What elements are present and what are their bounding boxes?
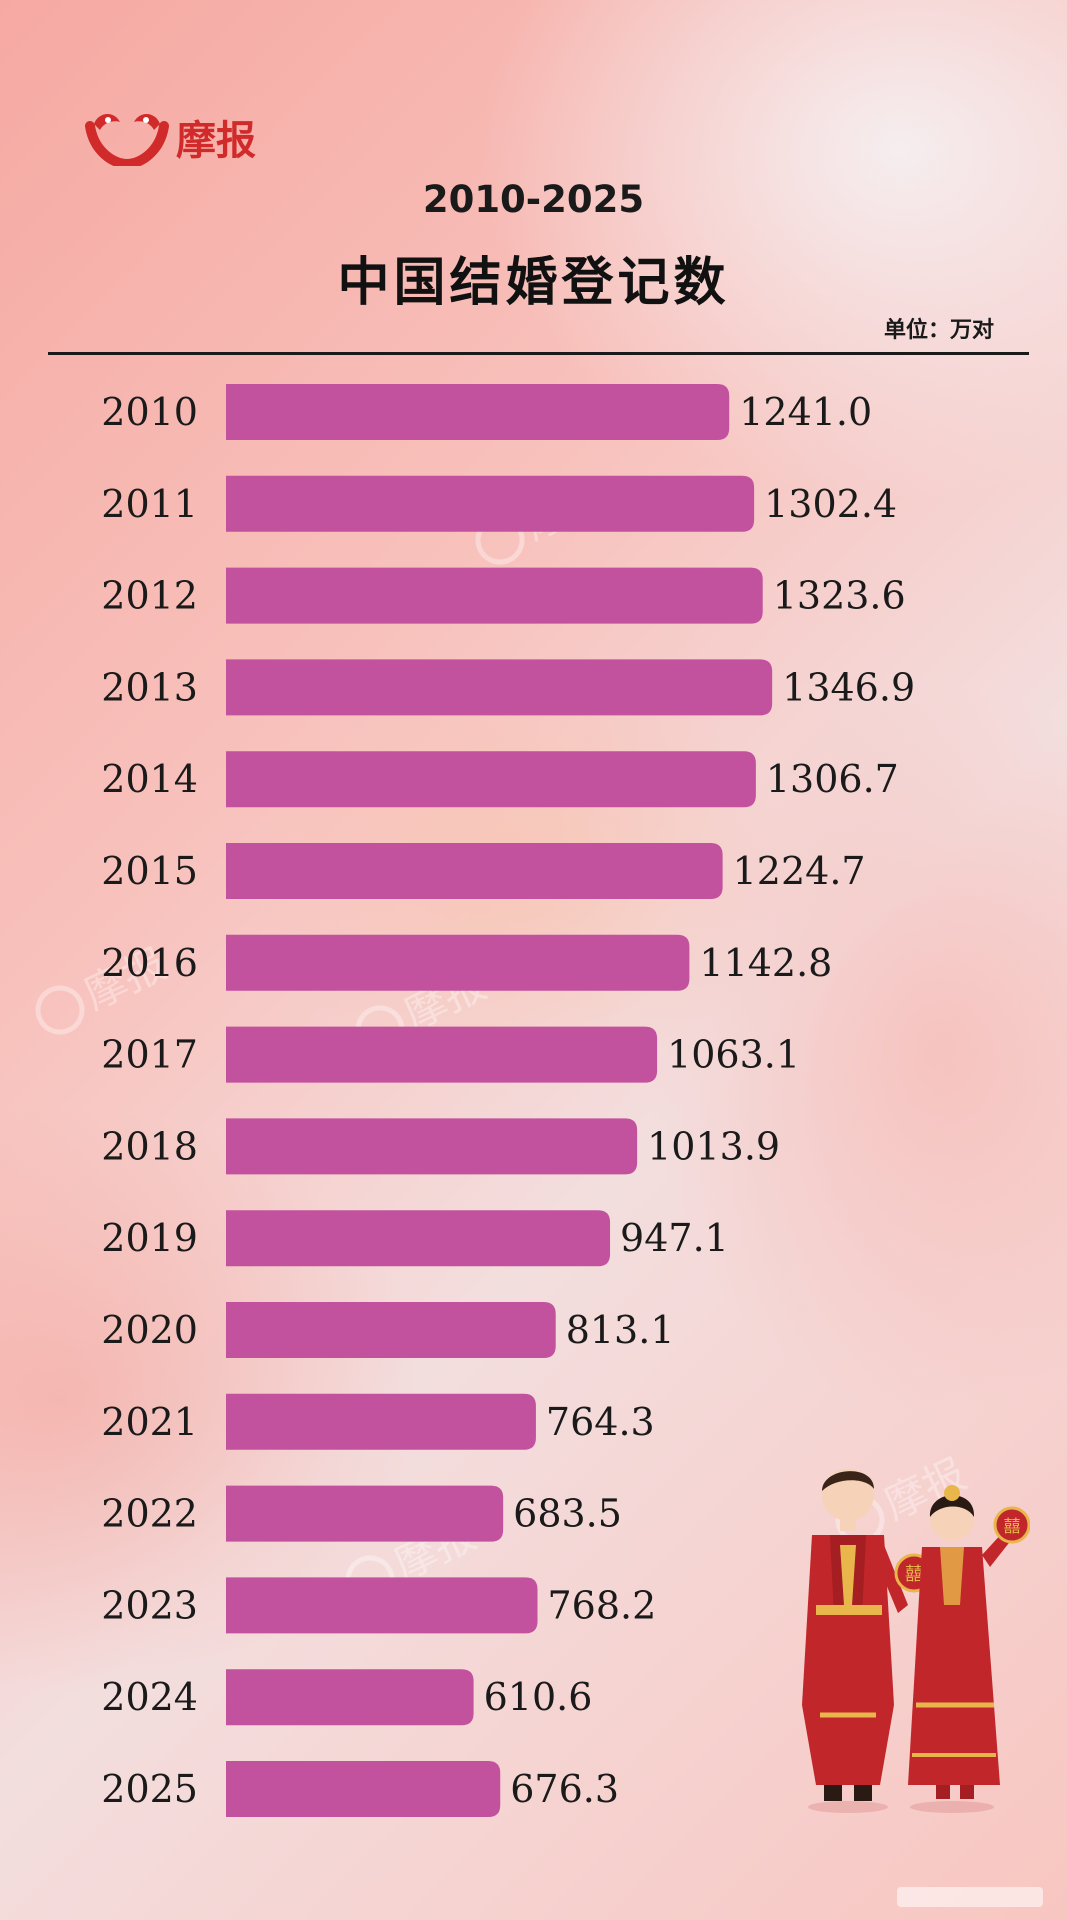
year-label: 2021 bbox=[101, 1400, 198, 1444]
bar-2010 bbox=[226, 384, 730, 440]
svg-text:囍: 囍 bbox=[1004, 1517, 1021, 1537]
year-label: 2010 bbox=[101, 390, 198, 434]
bar-2024 bbox=[226, 1669, 474, 1726]
bar-2025 bbox=[226, 1761, 501, 1817]
chart-subtitle: 2010-2025 bbox=[422, 178, 645, 221]
brand-logo: 摩报 bbox=[84, 108, 256, 166]
brand-name: 摩报 bbox=[176, 118, 256, 164]
bar-2017 bbox=[226, 1026, 658, 1083]
bar-2015 bbox=[226, 843, 723, 899]
unit-label: 单位：万对 bbox=[883, 318, 994, 343]
bar-2022 bbox=[226, 1485, 504, 1542]
bar-2014 bbox=[226, 751, 756, 808]
bar-2019 bbox=[226, 1210, 611, 1267]
value-label: 764.3 bbox=[546, 1400, 655, 1444]
value-label: 768.2 bbox=[548, 1583, 657, 1627]
year-label: 2016 bbox=[101, 941, 198, 985]
year-label: 2023 bbox=[101, 1583, 198, 1627]
value-label: 1013.9 bbox=[647, 1124, 780, 1168]
value-label: 1302.4 bbox=[764, 482, 897, 526]
year-label: 2018 bbox=[101, 1124, 198, 1168]
bar-2013 bbox=[226, 659, 773, 716]
year-label: 2025 bbox=[101, 1767, 198, 1811]
year-label: 2017 bbox=[101, 1033, 198, 1077]
year-label: 2020 bbox=[101, 1308, 198, 1352]
bar-2020 bbox=[226, 1302, 556, 1358]
year-label: 2019 bbox=[101, 1216, 198, 1260]
bar-2012 bbox=[226, 567, 763, 624]
moba-logo-icon bbox=[85, 113, 169, 166]
value-label: 683.5 bbox=[513, 1492, 622, 1536]
year-label: 2013 bbox=[101, 665, 198, 709]
value-label: 947.1 bbox=[620, 1216, 729, 1260]
value-label: 1346.9 bbox=[782, 665, 915, 709]
value-label: 1306.7 bbox=[766, 757, 899, 801]
value-label: 1142.8 bbox=[699, 941, 832, 985]
bar-2016 bbox=[226, 934, 690, 991]
corner-watermark-icon bbox=[897, 1887, 1043, 1907]
year-label: 2011 bbox=[101, 482, 198, 526]
value-label: 813.1 bbox=[566, 1308, 675, 1352]
svg-text:囍: 囍 bbox=[905, 1564, 923, 1585]
bar-2011 bbox=[226, 475, 755, 532]
year-label: 2022 bbox=[101, 1492, 198, 1536]
wedding-couple-illustration: 囍 囍 bbox=[802, 1469, 1030, 1813]
chart-title: 中国结婚登记数 bbox=[337, 253, 730, 313]
value-label: 1224.7 bbox=[733, 849, 866, 893]
year-label: 2024 bbox=[101, 1675, 198, 1719]
year-label: 2015 bbox=[101, 849, 198, 893]
bar-2021 bbox=[226, 1393, 536, 1450]
value-label: 1063.1 bbox=[667, 1033, 800, 1077]
value-label: 610.6 bbox=[484, 1675, 593, 1719]
year-label: 2012 bbox=[101, 574, 198, 618]
bar-2023 bbox=[226, 1577, 538, 1634]
bar-2018 bbox=[226, 1118, 638, 1175]
value-label: 1241.0 bbox=[739, 390, 872, 434]
header-divider bbox=[48, 352, 1029, 355]
value-label: 676.3 bbox=[510, 1767, 619, 1811]
year-label: 2014 bbox=[101, 757, 198, 801]
value-label: 1323.6 bbox=[773, 574, 906, 618]
